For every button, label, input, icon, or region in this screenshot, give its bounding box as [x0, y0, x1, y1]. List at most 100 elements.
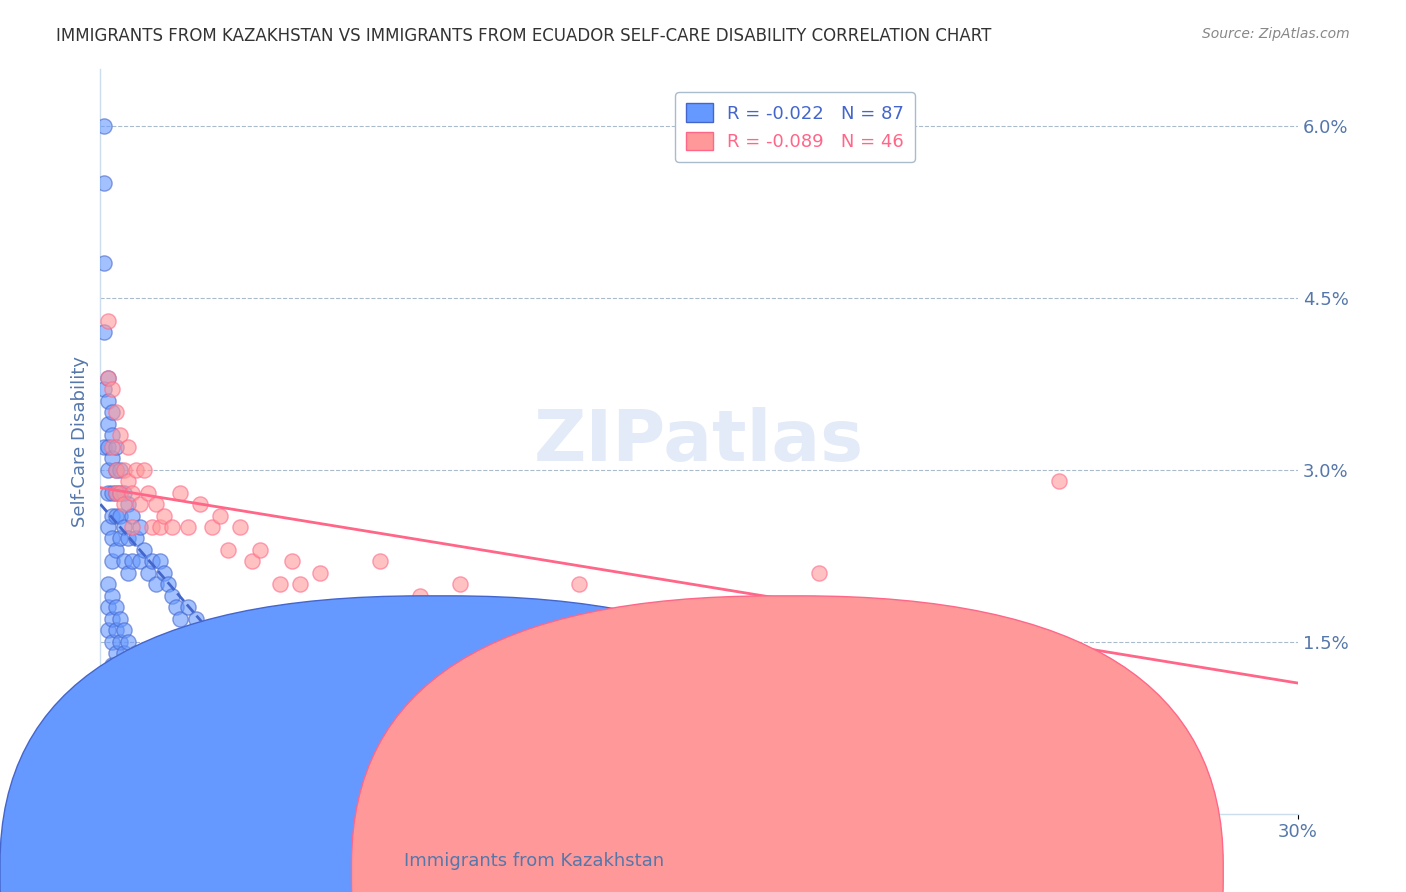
Point	[112, 646, 135, 660]
Point	[117, 657, 139, 672]
Text: IMMIGRANTS FROM KAZAKHSTAN VS IMMIGRANTS FROM ECUADOR SELF-CARE DISABILITY CORRE: IMMIGRANTS FROM KAZAKHSTAN VS IMMIGRANTS…	[56, 27, 991, 45]
Point	[145, 577, 167, 591]
Point	[93, 119, 115, 133]
Point	[110, 508, 132, 523]
Point	[105, 485, 128, 500]
Point	[125, 532, 148, 546]
Point	[93, 440, 115, 454]
Point	[121, 485, 143, 500]
Point	[269, 577, 291, 591]
Point	[169, 612, 191, 626]
Point	[97, 600, 120, 615]
Point	[121, 520, 143, 534]
Point	[188, 623, 211, 637]
Point	[169, 681, 191, 695]
Text: Source: ZipAtlas.com: Source: ZipAtlas.com	[1202, 27, 1350, 41]
Point	[97, 520, 120, 534]
Point	[101, 383, 124, 397]
Point	[101, 657, 124, 672]
Point	[1047, 474, 1070, 488]
Point	[153, 566, 176, 580]
Point	[201, 623, 224, 637]
Point	[177, 600, 200, 615]
Point	[97, 417, 120, 431]
Point	[110, 463, 132, 477]
Point	[101, 405, 124, 419]
Point	[217, 543, 239, 558]
Point	[145, 669, 167, 683]
Point	[110, 612, 132, 626]
Point	[141, 520, 163, 534]
Point	[105, 463, 128, 477]
Point	[117, 474, 139, 488]
Point	[449, 577, 471, 591]
Point	[153, 508, 176, 523]
Point	[568, 577, 591, 591]
Point	[129, 657, 152, 672]
Point	[288, 577, 311, 591]
Point	[209, 508, 232, 523]
Point	[97, 577, 120, 591]
Text: ZIPatlas: ZIPatlas	[534, 407, 865, 475]
Point	[105, 623, 128, 637]
Point	[229, 520, 252, 534]
Point	[112, 623, 135, 637]
Point	[281, 554, 304, 568]
Point	[110, 634, 132, 648]
Point	[93, 176, 115, 190]
Point	[329, 600, 352, 615]
Point	[229, 692, 252, 706]
Point	[209, 634, 232, 648]
Point	[149, 554, 172, 568]
Text: Immigrants from Ecuador: Immigrants from Ecuador	[756, 852, 987, 870]
Point	[209, 692, 232, 706]
Point	[112, 554, 135, 568]
Point	[145, 497, 167, 511]
Point	[488, 600, 510, 615]
Point	[105, 463, 128, 477]
Point	[329, 714, 352, 729]
Point	[117, 566, 139, 580]
Point	[136, 485, 159, 500]
Point	[188, 497, 211, 511]
Point	[105, 485, 128, 500]
Point	[409, 589, 432, 603]
Point	[121, 554, 143, 568]
Point	[269, 657, 291, 672]
Point	[93, 325, 115, 339]
Point	[169, 485, 191, 500]
Point	[309, 566, 332, 580]
Point	[129, 520, 152, 534]
Point	[101, 440, 124, 454]
Point	[368, 714, 391, 729]
Point	[125, 463, 148, 477]
Point	[125, 646, 148, 660]
Point	[249, 646, 271, 660]
Point	[249, 543, 271, 558]
Point	[117, 532, 139, 546]
Point	[112, 520, 135, 534]
Point	[117, 440, 139, 454]
Point	[112, 463, 135, 477]
Point	[105, 543, 128, 558]
Point	[101, 485, 124, 500]
Point	[177, 520, 200, 534]
Point	[97, 371, 120, 385]
Point	[141, 554, 163, 568]
Point	[807, 566, 830, 580]
Point	[97, 623, 120, 637]
Point	[134, 463, 156, 477]
Point	[186, 612, 208, 626]
Point	[136, 566, 159, 580]
Point	[117, 634, 139, 648]
Point	[93, 383, 115, 397]
Point	[97, 314, 120, 328]
Point	[134, 543, 156, 558]
Point	[269, 703, 291, 717]
Legend: R = -0.022   N = 87, R = -0.089   N = 46: R = -0.022 N = 87, R = -0.089 N = 46	[675, 93, 915, 161]
Point	[97, 393, 120, 408]
Point	[136, 657, 159, 672]
Point	[110, 485, 132, 500]
Point	[97, 440, 120, 454]
Point	[110, 485, 132, 500]
